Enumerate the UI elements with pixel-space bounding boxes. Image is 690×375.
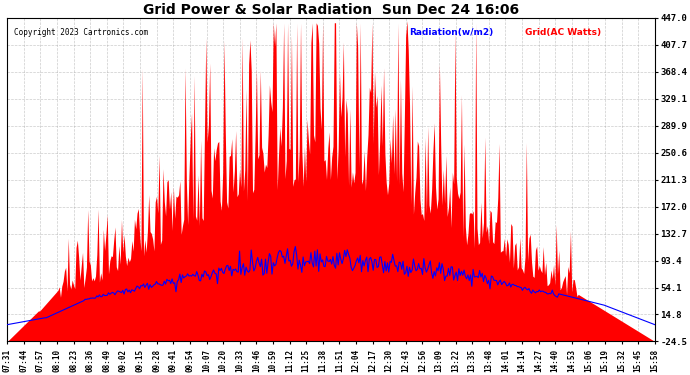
Text: Grid(AC Watts): Grid(AC Watts) xyxy=(525,28,602,37)
Text: Copyright 2023 Cartronics.com: Copyright 2023 Cartronics.com xyxy=(14,28,148,37)
Title: Grid Power & Solar Radiation  Sun Dec 24 16:06: Grid Power & Solar Radiation Sun Dec 24 … xyxy=(143,3,519,17)
Text: Radiation(w/m2): Radiation(w/m2) xyxy=(408,28,493,37)
